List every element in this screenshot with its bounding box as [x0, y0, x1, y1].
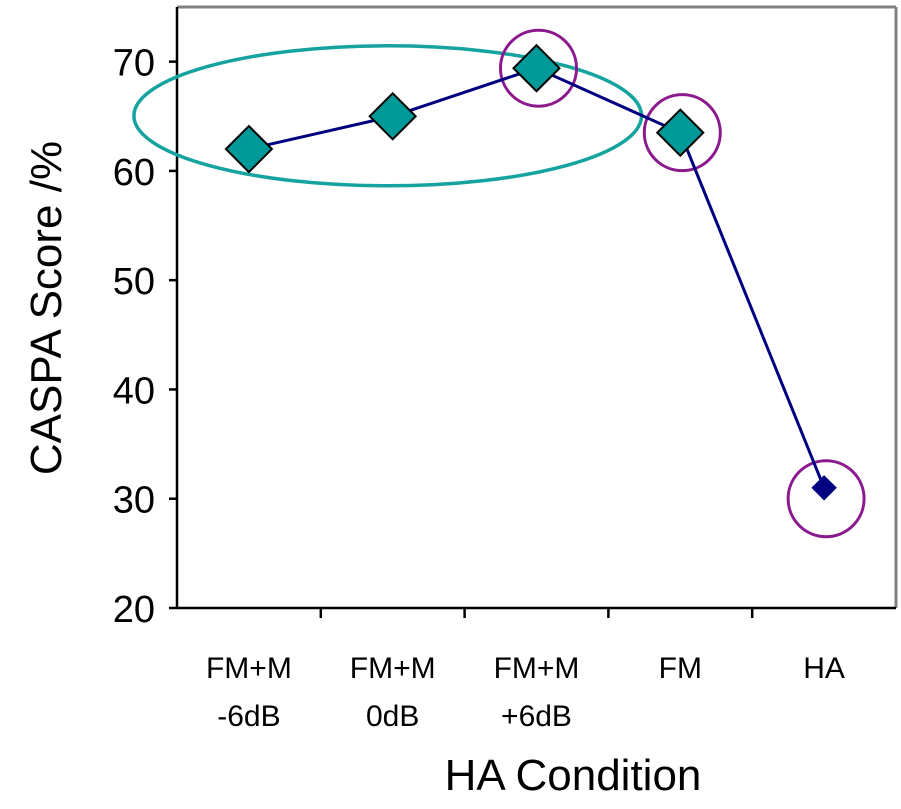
- series-polyline: [248, 66, 826, 489]
- y-tick-label: 60: [113, 152, 155, 194]
- x-axis-title: HA Condition: [445, 751, 702, 800]
- highlight-circle: [642, 93, 722, 173]
- y-axis-title: CASPA Score /%: [22, 141, 71, 475]
- x-tick-label-line1: FM+M: [206, 652, 292, 685]
- y-tick-label: 30: [113, 480, 155, 522]
- data-markers: [224, 43, 837, 501]
- plot-frame: [175, 5, 898, 610]
- x-tick-label-line2: 0dB: [366, 700, 419, 733]
- data-point-marker: [655, 108, 705, 158]
- highlight-circle: [786, 459, 866, 539]
- y-axis-ticks: 20 30 40 50 60 70: [113, 43, 177, 631]
- x-tick-label-line1: FM+M: [494, 652, 580, 685]
- data-point-marker: [811, 475, 837, 501]
- x-tick-label-line1: FM: [659, 652, 702, 685]
- y-tick-label: 20: [113, 589, 155, 631]
- data-point-marker: [224, 124, 274, 174]
- x-tick-label-line2: -6dB: [217, 700, 280, 733]
- y-tick-label: 40: [113, 370, 155, 412]
- x-tick-label-line1: HA: [803, 652, 845, 685]
- series-line: [248, 66, 826, 489]
- highlight-circle: [499, 28, 578, 108]
- data-point-marker: [512, 43, 561, 93]
- x-axis-ticks: FM+M -6dB FM+M 0dB FM+M +6dB FM HA: [206, 608, 845, 733]
- data-point-marker: [368, 91, 418, 141]
- annotations: [132, 28, 866, 539]
- x-tick-label-line2: +6dB: [501, 700, 572, 733]
- y-tick-label: 50: [113, 261, 155, 303]
- y-tick-label: 70: [113, 43, 155, 85]
- x-tick-label-line1: FM+M: [350, 652, 436, 685]
